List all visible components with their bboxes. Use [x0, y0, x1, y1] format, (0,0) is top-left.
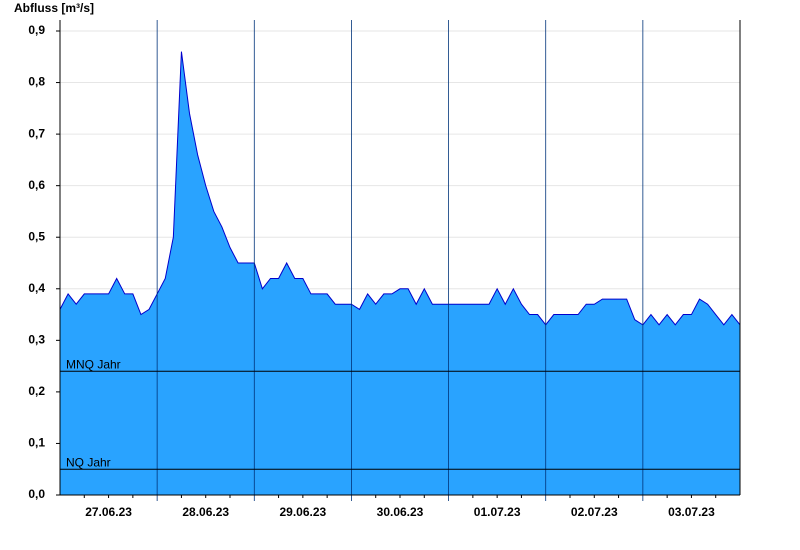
x-tick-label: 28.06.23 [182, 505, 229, 519]
y-tick-label: 0,0 [28, 487, 45, 501]
area [60, 51, 740, 496]
y-tick-label: 0,9 [28, 23, 45, 37]
x-tick-label: 27.06.23 [85, 505, 132, 519]
x-tick-label: 02.07.23 [571, 505, 618, 519]
y-tick-label: 0,6 [28, 178, 45, 192]
y-tick-label: 0,8 [28, 75, 45, 89]
y-tick-label: 0,7 [28, 126, 45, 140]
y-tick-label: 0,4 [28, 281, 45, 295]
reference-label: MNQ Jahr [66, 357, 121, 371]
y-tick-label: 0,3 [28, 333, 45, 347]
x-tick-label: 03.07.23 [668, 505, 715, 519]
x-tick-label: 29.06.23 [279, 505, 326, 519]
reference-label: NQ Jahr [66, 455, 111, 469]
x-tick-label: 01.07.23 [474, 505, 521, 519]
line [59, 51, 741, 326]
y-tick-label: 0,1 [28, 436, 45, 450]
chart-title: Abfluss [m³/s] [14, 1, 94, 15]
y-tick-label: 0,2 [28, 384, 45, 398]
x-tick-label: 30.06.23 [377, 505, 424, 519]
y-tick-label: 0,5 [28, 229, 45, 243]
